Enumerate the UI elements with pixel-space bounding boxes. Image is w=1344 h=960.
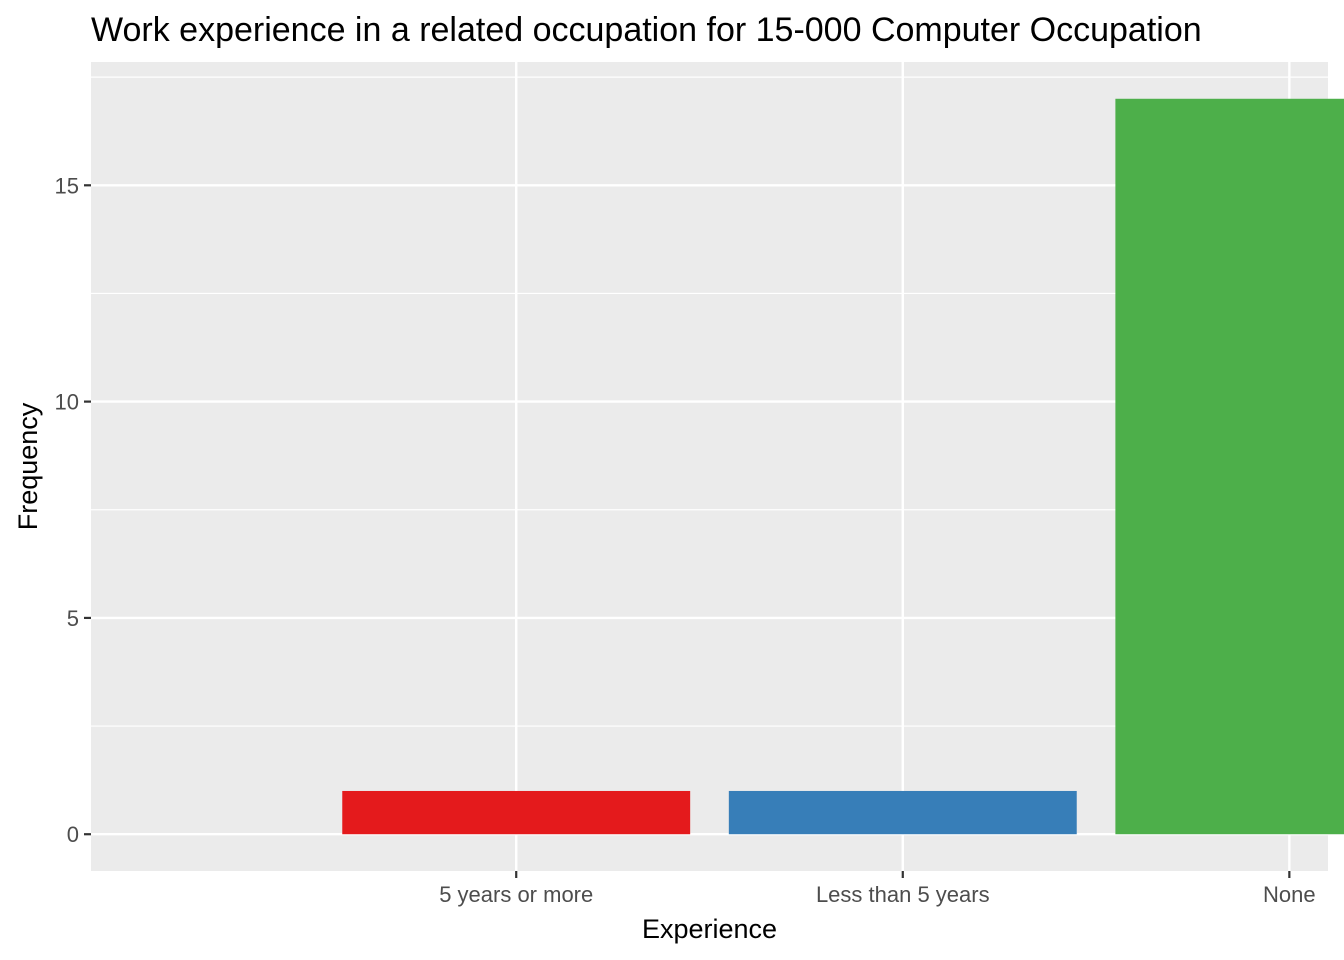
y-tick-label: 15	[55, 173, 79, 198]
x-tick-label: None	[1263, 882, 1316, 907]
y-tick-label: 0	[67, 822, 79, 847]
y-axis-title: Frequency	[13, 402, 43, 530]
bars	[342, 98, 1344, 835]
bar	[1115, 98, 1344, 835]
y-tick-label: 10	[55, 390, 79, 415]
x-axis: 5 years or more Less than 5 years None	[439, 871, 1316, 907]
x-tick-label: 5 years or more	[439, 882, 593, 907]
bar	[728, 790, 1077, 835]
y-axis: 0 5 10 15	[55, 173, 91, 847]
y-tick-label: 5	[67, 606, 79, 631]
bar	[342, 790, 691, 835]
x-axis-title: Experience	[642, 914, 777, 944]
x-tick-label: Less than 5 years	[816, 882, 990, 907]
chart-title: Work experience in a related occupation …	[91, 11, 1202, 49]
